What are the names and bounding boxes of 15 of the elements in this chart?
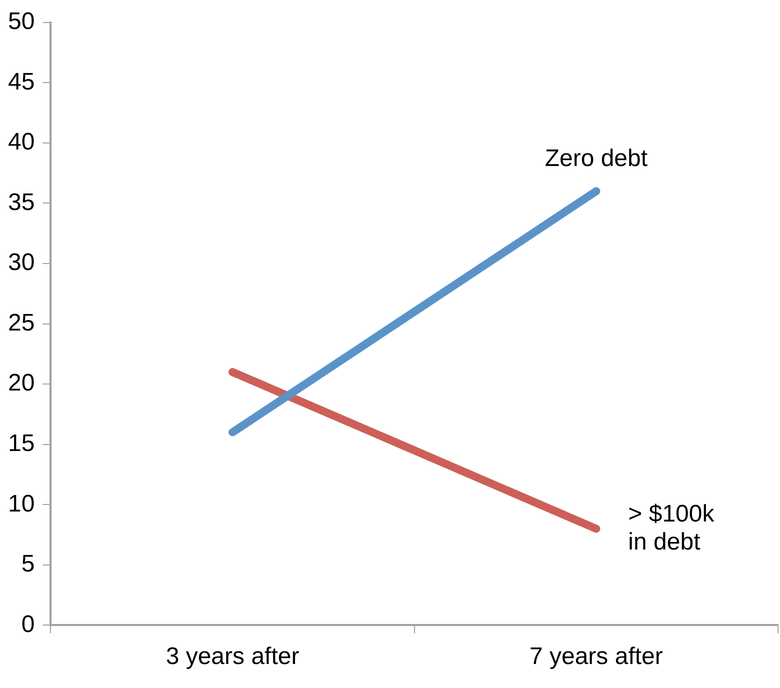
y-tick-label: 20 — [8, 370, 35, 397]
series-label: > $100k in debt — [628, 500, 716, 556]
x-tick-label: 7 years after — [529, 643, 663, 670]
y-tick-label: 5 — [21, 550, 35, 578]
y-tick-label: 45 — [8, 68, 35, 96]
x-tick-label: 3 years after — [166, 643, 300, 670]
y-tick-label: 40 — [8, 128, 35, 156]
y-tick-label: 35 — [8, 188, 35, 216]
y-tick-label: 0 — [21, 610, 35, 638]
y-tick-label: 50 — [8, 8, 35, 36]
y-tick-label: 25 — [8, 309, 35, 336]
y-tick-label: 30 — [8, 249, 35, 276]
y-tick-label: 10 — [8, 490, 35, 518]
y-tick-label: 15 — [8, 430, 35, 457]
series-label: Zero debt — [544, 144, 648, 172]
